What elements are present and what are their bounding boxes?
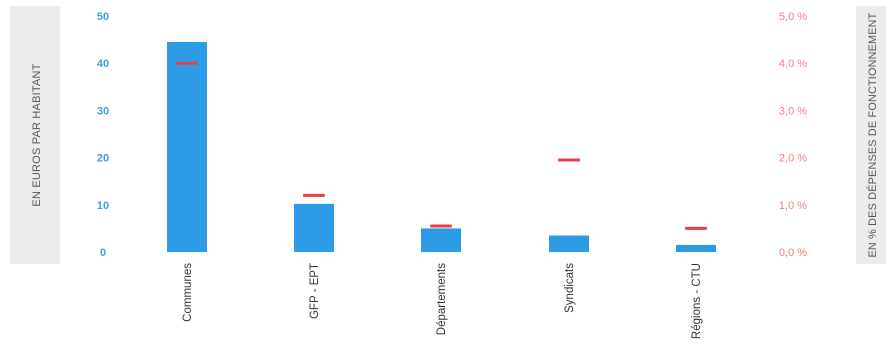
percent-marker (685, 226, 707, 230)
right-axis-title: EN % DES DÉPENSES DE FONCTIONNEMENT (866, 12, 879, 257)
bar (167, 41, 207, 253)
percent-marker (558, 158, 580, 162)
bar (294, 203, 334, 252)
left-tick-label: 0 (100, 247, 106, 259)
left-tick-label: 10 (97, 200, 109, 212)
category-label: Départements (436, 263, 448, 335)
percent-marker (176, 61, 198, 65)
left-axis-ticks: 0 10 20 30 40 50 (97, 11, 109, 259)
left-tick-label: 20 (97, 153, 109, 165)
bar (676, 244, 716, 252)
left-tick-label: 40 (97, 58, 109, 70)
category-label: Régions - CTU (691, 263, 703, 339)
percent-markers (176, 61, 707, 230)
right-tick-label: 0,0 % (779, 247, 807, 259)
right-tick-label: 5,0 % (779, 11, 807, 23)
right-axis-ticks: 0,0 % 1,0 % 2,0 % 3,0 % 4,0 % 5,0 % (779, 11, 807, 259)
left-tick-label: 30 (97, 105, 109, 117)
left-tick-label: 50 (97, 11, 109, 23)
right-tick-label: 2,0 % (779, 153, 807, 165)
right-tick-label: 4,0 % (779, 58, 807, 70)
category-labels: Communes GFP - EPT Départements Syndicats Ré… (182, 263, 703, 339)
category-label: Communes (182, 263, 194, 322)
left-axis-title: EN EUROS PAR HABITANT (31, 63, 43, 206)
left-axis-title-box (10, 6, 60, 264)
bar (421, 228, 461, 252)
bar-series (167, 41, 716, 253)
category-label: GFP - EPT (309, 263, 321, 319)
right-axis-title-box (856, 6, 886, 264)
percent-marker (303, 193, 325, 197)
right-tick-label: 1,0 % (779, 200, 807, 212)
category-label: Syndicats (564, 263, 576, 313)
right-tick-label: 3,0 % (779, 105, 807, 117)
percent-marker (430, 224, 452, 228)
bar (549, 235, 589, 252)
